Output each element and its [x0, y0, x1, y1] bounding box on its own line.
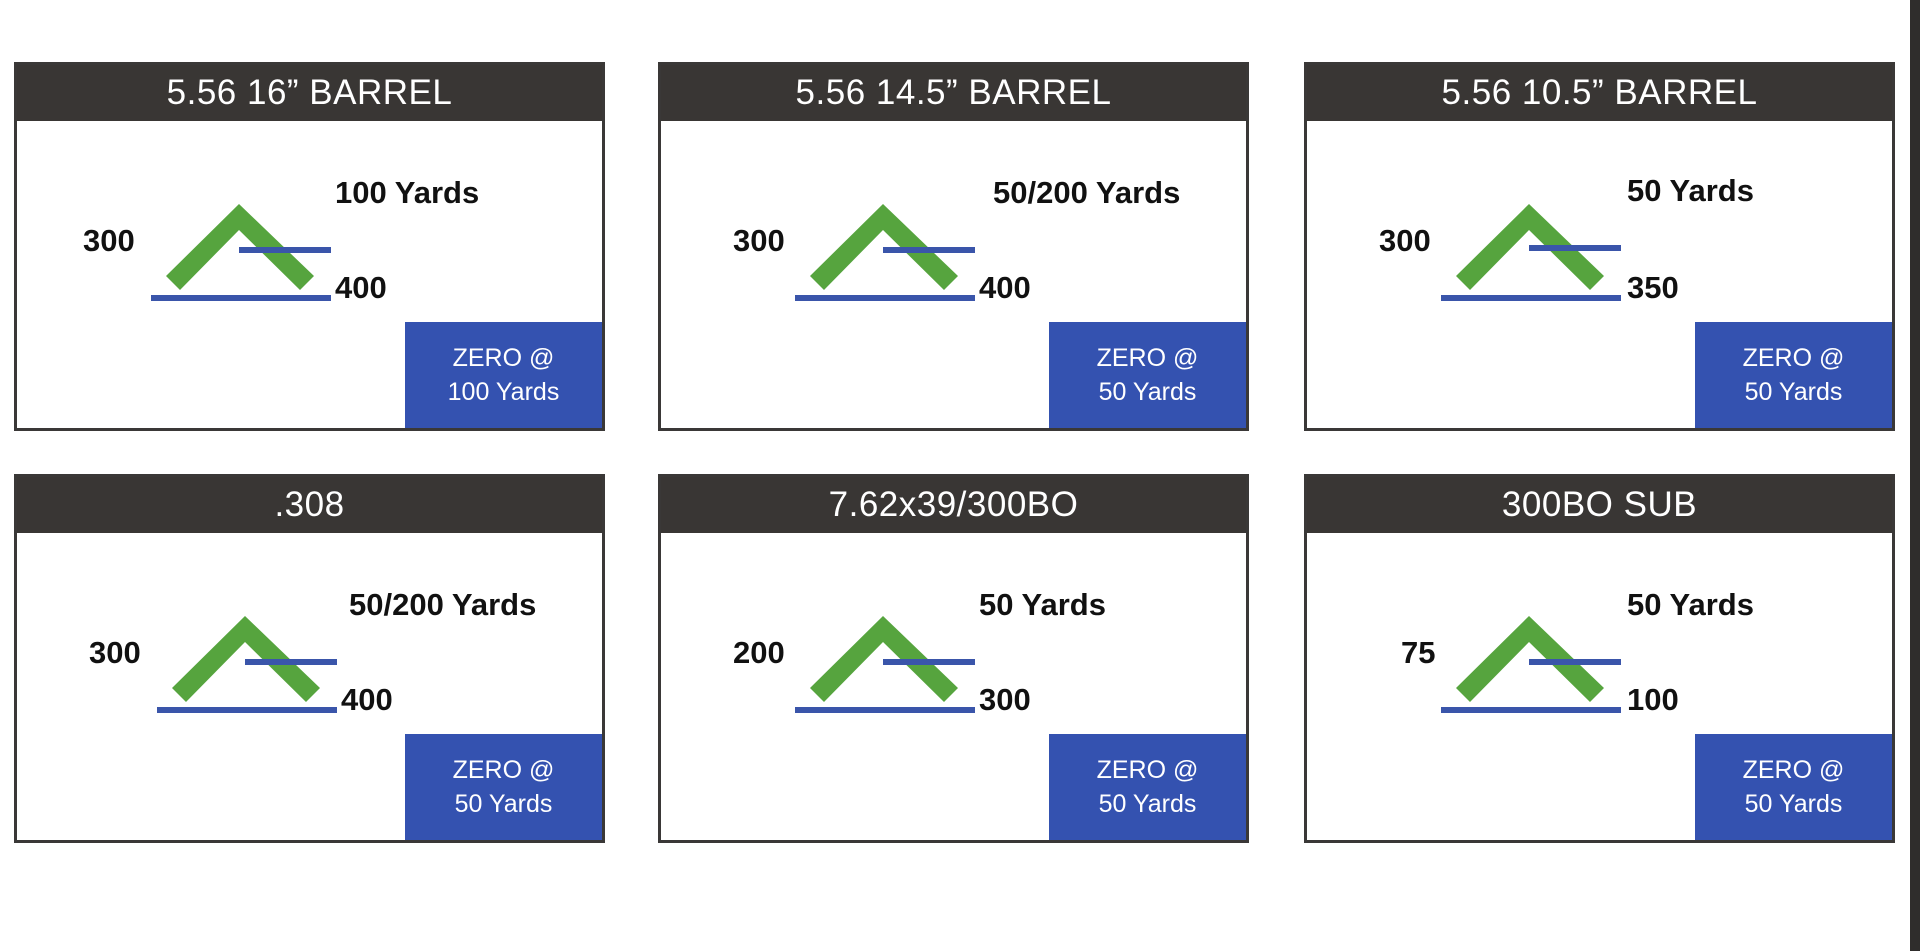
- mid-range-label: 300: [89, 635, 141, 670]
- near-zero-label: 50 Yards: [979, 587, 1106, 622]
- zero-box-line1: ZERO @: [452, 756, 555, 784]
- zero-box-line2: 100 Yards: [447, 378, 560, 406]
- far-zero-label: 100: [1627, 682, 1679, 717]
- far-zero-label: 350: [1627, 270, 1679, 305]
- chevron-icon: [1456, 616, 1604, 702]
- chevron-icon: [172, 616, 320, 702]
- zero-distance-box: ZERO @ 50 Yards: [1049, 322, 1246, 428]
- ballistic-card-556-14-5: 5.56 14.5” BARREL 50/200 Yards 300 400 Z…: [658, 62, 1249, 431]
- near-zero-label: 50/200 Yards: [349, 587, 537, 622]
- zero-box-line2: 50 Yards: [454, 790, 553, 818]
- zero-box-line2: 50 Yards: [1098, 378, 1197, 406]
- chevron-icon: [1456, 204, 1604, 290]
- ballistic-card-556-10-5: 5.56 10.5” BARREL 50 Yards 300 350 ZERO …: [1304, 62, 1895, 431]
- far-zero-label: 300: [979, 682, 1031, 717]
- ballistic-card-300bo-sub: 300BO SUB 50 Yards 75 100 ZERO @ 50 Yard…: [1304, 474, 1895, 843]
- zero-distance-box: ZERO @ 50 Yards: [1049, 734, 1246, 840]
- mid-range-label: 300: [733, 223, 785, 258]
- far-zero-label: 400: [341, 682, 393, 717]
- mid-range-label: 200: [733, 635, 785, 670]
- far-zero-label: 400: [979, 270, 1031, 305]
- mid-range-label: 75: [1401, 635, 1436, 670]
- zero-box-line1: ZERO @: [1742, 756, 1845, 784]
- ballistic-card-556-16: 5.56 16” BARREL 100 Yards 300 400 ZERO @…: [14, 62, 605, 431]
- mid-range-label: 300: [1379, 223, 1431, 258]
- reticle-diagram: [795, 616, 975, 713]
- right-edge-bar: [1910, 0, 1920, 951]
- chevron-icon: [810, 616, 958, 702]
- zero-box-line1: ZERO @: [1096, 756, 1199, 784]
- card-title: 5.56 10.5” BARREL: [1307, 65, 1892, 121]
- near-zero-label: 100 Yards: [335, 175, 480, 210]
- zero-box-line2: 50 Yards: [1744, 378, 1843, 406]
- zero-box-line2: 50 Yards: [1744, 790, 1843, 818]
- zero-box-line1: ZERO @: [452, 344, 555, 372]
- near-zero-label: 50 Yards: [1627, 587, 1754, 622]
- card-title: 7.62x39/300BO: [661, 477, 1246, 533]
- chevron-icon: [810, 204, 958, 290]
- zero-distance-box: ZERO @ 50 Yards: [405, 734, 602, 840]
- zero-box-line1: ZERO @: [1096, 344, 1199, 372]
- card-title: .308: [17, 477, 602, 533]
- chevron-icon: [166, 204, 314, 290]
- near-zero-label: 50 Yards: [1627, 173, 1754, 208]
- mid-range-label: 300: [83, 223, 135, 258]
- card-title: 5.56 16” BARREL: [17, 65, 602, 121]
- zero-distance-box: ZERO @ 100 Yards: [405, 322, 602, 428]
- zero-distance-box: ZERO @ 50 Yards: [1695, 734, 1892, 840]
- ballistic-card-308: .308 50/200 Yards 300 400 ZERO @ 50 Yard…: [14, 474, 605, 843]
- card-title: 300BO SUB: [1307, 477, 1892, 533]
- zero-distance-box: ZERO @ 50 Yards: [1695, 322, 1892, 428]
- reticle-diagram: [151, 204, 331, 301]
- ballistic-card-762x39-300bo: 7.62x39/300BO 50 Yards 200 300 ZERO @ 50…: [658, 474, 1249, 843]
- near-zero-label: 50/200 Yards: [993, 175, 1181, 210]
- reticle-diagram: [1441, 616, 1621, 713]
- reticle-diagram: [795, 204, 975, 301]
- reticle-diagram: [157, 616, 337, 713]
- far-zero-label: 400: [335, 270, 387, 305]
- card-title: 5.56 14.5” BARREL: [661, 65, 1246, 121]
- zero-box-line1: ZERO @: [1742, 344, 1845, 372]
- zero-box-line2: 50 Yards: [1098, 790, 1197, 818]
- reticle-diagram: [1441, 204, 1621, 301]
